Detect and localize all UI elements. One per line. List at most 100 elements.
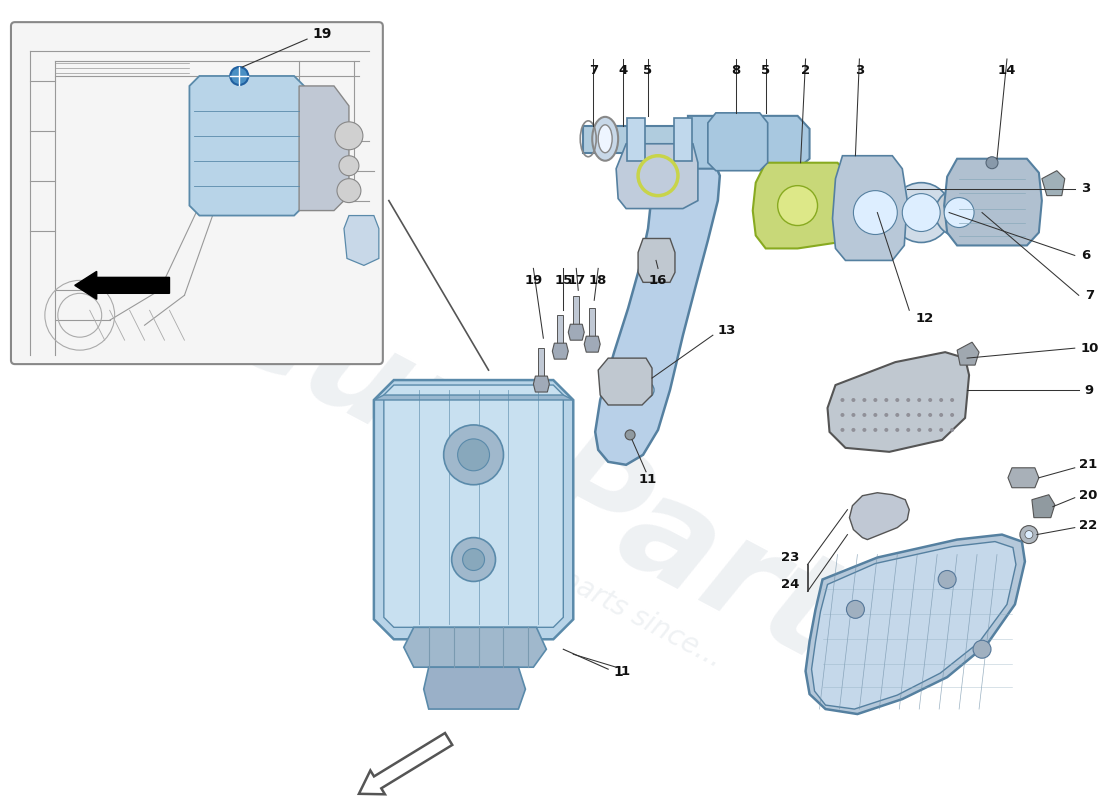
Circle shape — [895, 398, 900, 402]
Ellipse shape — [598, 125, 613, 153]
FancyBboxPatch shape — [11, 22, 383, 364]
Circle shape — [917, 413, 921, 417]
Circle shape — [862, 398, 867, 402]
Polygon shape — [424, 667, 526, 709]
Polygon shape — [616, 144, 697, 209]
Polygon shape — [583, 126, 798, 153]
Circle shape — [851, 398, 856, 402]
Polygon shape — [374, 380, 573, 639]
Circle shape — [939, 413, 943, 417]
Circle shape — [443, 425, 504, 485]
Circle shape — [891, 182, 952, 242]
Text: 7: 7 — [588, 65, 597, 78]
Circle shape — [928, 428, 932, 432]
Text: 2: 2 — [801, 65, 810, 78]
Text: 13: 13 — [718, 324, 736, 337]
Circle shape — [906, 428, 911, 432]
Circle shape — [935, 189, 983, 237]
Polygon shape — [299, 86, 349, 210]
Text: 9: 9 — [1085, 383, 1093, 397]
Circle shape — [950, 413, 954, 417]
Text: 14: 14 — [998, 65, 1016, 78]
Polygon shape — [674, 118, 692, 161]
Circle shape — [928, 398, 932, 402]
Polygon shape — [558, 315, 563, 347]
Polygon shape — [957, 342, 979, 365]
Text: 3: 3 — [1080, 182, 1090, 195]
Text: 8: 8 — [732, 65, 740, 78]
Circle shape — [906, 398, 911, 402]
Polygon shape — [598, 358, 652, 405]
Polygon shape — [827, 352, 969, 452]
Circle shape — [851, 413, 856, 417]
Circle shape — [339, 156, 359, 176]
Polygon shape — [1042, 170, 1065, 196]
Polygon shape — [688, 116, 810, 169]
Circle shape — [638, 382, 654, 398]
Circle shape — [917, 398, 921, 402]
Text: 23: 23 — [781, 551, 800, 564]
Polygon shape — [1032, 494, 1055, 518]
Circle shape — [778, 186, 817, 226]
Polygon shape — [708, 113, 768, 170]
Polygon shape — [1008, 468, 1038, 488]
Circle shape — [884, 428, 889, 432]
Text: 24: 24 — [781, 578, 800, 591]
Circle shape — [336, 122, 363, 150]
Polygon shape — [805, 534, 1025, 714]
Text: 22: 22 — [1079, 519, 1097, 532]
Polygon shape — [849, 493, 910, 539]
Circle shape — [873, 413, 878, 417]
Polygon shape — [404, 627, 547, 667]
Text: 3: 3 — [855, 65, 864, 78]
Circle shape — [337, 178, 361, 202]
Circle shape — [1020, 526, 1038, 543]
Polygon shape — [569, 324, 584, 340]
Polygon shape — [538, 348, 544, 380]
Text: 1: 1 — [613, 665, 623, 679]
Polygon shape — [752, 162, 854, 249]
Text: 21: 21 — [1079, 458, 1097, 471]
Polygon shape — [584, 336, 601, 352]
Circle shape — [873, 398, 878, 402]
FancyArrow shape — [359, 733, 452, 794]
Circle shape — [1025, 530, 1033, 538]
FancyArrow shape — [75, 271, 169, 299]
Circle shape — [884, 413, 889, 417]
Circle shape — [895, 428, 900, 432]
Text: 1: 1 — [620, 665, 629, 678]
Text: 5: 5 — [644, 65, 652, 78]
Text: 15: 15 — [554, 274, 572, 287]
Polygon shape — [944, 158, 1042, 246]
Circle shape — [974, 640, 991, 658]
Circle shape — [939, 428, 943, 432]
Polygon shape — [374, 395, 573, 400]
Circle shape — [902, 194, 940, 231]
Circle shape — [854, 190, 898, 234]
Text: a passion for parts since...: a passion for parts since... — [389, 476, 727, 673]
Circle shape — [862, 428, 867, 432]
Polygon shape — [344, 215, 378, 266]
Polygon shape — [573, 296, 580, 328]
Circle shape — [463, 549, 484, 570]
Circle shape — [895, 413, 900, 417]
Text: 12: 12 — [915, 312, 934, 325]
Circle shape — [873, 428, 878, 432]
Text: 11: 11 — [639, 474, 657, 486]
Polygon shape — [595, 142, 719, 465]
Circle shape — [851, 428, 856, 432]
Text: euroParts: euroParts — [200, 251, 936, 728]
Circle shape — [230, 67, 249, 85]
Circle shape — [840, 413, 845, 417]
Polygon shape — [534, 376, 549, 392]
Polygon shape — [627, 118, 645, 161]
Text: 20: 20 — [1079, 490, 1097, 502]
Circle shape — [917, 428, 921, 432]
Ellipse shape — [592, 117, 618, 161]
Text: 17: 17 — [568, 274, 585, 287]
Circle shape — [950, 398, 954, 402]
Text: 4: 4 — [618, 65, 628, 78]
Circle shape — [928, 413, 932, 417]
Circle shape — [842, 178, 910, 246]
Circle shape — [950, 428, 954, 432]
